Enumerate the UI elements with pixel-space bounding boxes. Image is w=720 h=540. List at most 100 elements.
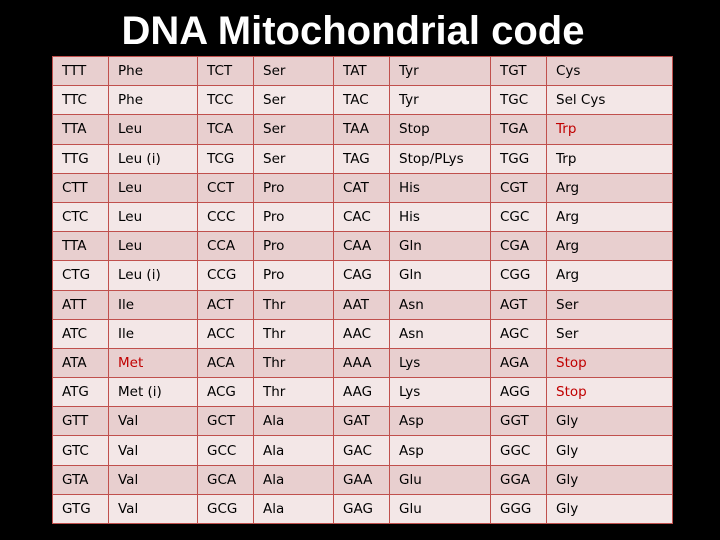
codon-cell: CTG (52, 260, 109, 291)
codon-cell: TAC (333, 85, 390, 116)
codon-cell: TGA (490, 114, 547, 145)
codon-cell: CGA (490, 231, 547, 262)
table-row: GTC Val GCC Ala GAC Asp GGC Gly (52, 435, 673, 466)
slide-title: DNA Mitochondrial code (121, 9, 585, 53)
amino-acid-cell: Phe (108, 55, 198, 87)
table-row: GTG Val GCG Ala GAG Glu GGG Gly (52, 493, 673, 525)
amino-acid-cell: Ser (546, 318, 673, 349)
amino-acid-cell: Glu (389, 464, 491, 495)
amino-acid-cell: Gln (389, 260, 491, 291)
amino-acid-cell: Asp (389, 435, 491, 466)
amino-acid-cell: His (389, 201, 491, 233)
amino-acid-cell: Ala (253, 435, 334, 466)
table-row: ATT Ile ACT Thr AAT Asn AGT Ser (52, 289, 673, 320)
amino-acid-cell: Thr (253, 377, 334, 408)
amino-acid-cell: Lys (389, 377, 491, 408)
amino-acid-cell: Glu (389, 493, 491, 525)
amino-acid-cell: His (389, 172, 491, 203)
amino-acid-cell: Leu (108, 114, 198, 145)
codon-cell: ACG (197, 377, 254, 408)
amino-acid-cell: Gly (546, 493, 673, 525)
amino-acid-cell: Pro (253, 201, 334, 233)
codon-cell: GCG (197, 493, 254, 525)
amino-acid-cell: Ala (253, 464, 334, 495)
table-row: TTG Leu (i) TCG Ser TAG Stop/PLys TGG Trp (52, 143, 673, 174)
codon-cell: TCT (197, 55, 254, 87)
table-row: CTG Leu (i) CCG Pro CAG Gln CGG Arg (52, 260, 673, 291)
table-row: ATC Ile ACC Thr AAC Asn AGC Ser (52, 318, 673, 349)
amino-acid-cell: Stop (389, 114, 491, 145)
amino-acid-cell: Leu (108, 172, 198, 203)
table-row: CTC Leu CCC Pro CAC His CGC Arg (52, 201, 673, 233)
codon-table: TTT Phe TCT Ser TAT Tyr TGT Cys TTC Phe TCC Ser TAC T… (52, 55, 673, 525)
codon-cell: ATC (52, 318, 109, 349)
codon-cell: TCC (197, 85, 254, 116)
codon-cell: CGG (490, 260, 547, 291)
codon-cell: GTT (52, 406, 109, 437)
amino-acid-cell: Ser (253, 55, 334, 87)
codon-cell: CAC (333, 201, 390, 233)
amino-acid-cell: Gly (546, 464, 673, 495)
codon-cell: CAT (333, 172, 390, 203)
amino-acid-cell: Asp (389, 406, 491, 437)
amino-acid-cell: Leu (108, 201, 198, 233)
codon-cell: GAT (333, 406, 390, 437)
codon-cell: CCT (197, 172, 254, 203)
codon-cell: TTG (52, 143, 109, 174)
codon-cell: GGC (490, 435, 547, 466)
codon-cell: GAG (333, 493, 390, 525)
codon-cell: GGA (490, 464, 547, 495)
codon-cell: CCC (197, 201, 254, 233)
amino-acid-cell: Asn (389, 289, 491, 320)
amino-acid-cell: Val (108, 493, 198, 525)
codon-cell: GCA (197, 464, 254, 495)
codon-cell: TCA (197, 114, 254, 145)
amino-acid-cell: Thr (253, 347, 334, 379)
table-row: GTT Val GCT Ala GAT Asp GGT Gly (52, 406, 673, 437)
table-row: GTA Val GCA Ala GAA Glu GGA Gly (52, 464, 673, 495)
codon-cell: CTC (52, 201, 109, 233)
codon-cell: ATT (52, 289, 109, 320)
codon-cell: CTT (52, 172, 109, 203)
codon-cell: TTT (52, 55, 109, 87)
amino-acid-cell: Ser (253, 85, 334, 116)
amino-acid-cell: Trp (546, 143, 673, 174)
codon-cell: CGT (490, 172, 547, 203)
amino-acid-cell: Gly (546, 406, 673, 437)
codon-cell: ATA (52, 347, 109, 379)
codon-cell: GTG (52, 493, 109, 525)
codon-cell: TGG (490, 143, 547, 174)
amino-acid-cell: Ser (253, 143, 334, 174)
codon-cell: TAG (333, 143, 390, 174)
codon-cell: TGT (490, 55, 547, 87)
codon-cell: TAA (333, 114, 390, 145)
codon-cell: CCG (197, 260, 254, 291)
codon-cell: TTA (52, 114, 109, 145)
amino-acid-cell: Ala (253, 406, 334, 437)
table-row: TTA Leu TCA Ser TAA Stop TGA Trp (52, 114, 673, 145)
amino-acid-cell: Stop (546, 347, 673, 379)
amino-acid-cell: Met (108, 347, 198, 379)
amino-acid-cell: Val (108, 464, 198, 495)
codon-cell: GTA (52, 464, 109, 495)
codon-cell: TCG (197, 143, 254, 174)
amino-acid-cell: Thr (253, 289, 334, 320)
codon-cell: TGC (490, 85, 547, 116)
codon-cell: ATG (52, 377, 109, 408)
amino-acid-cell: Ile (108, 289, 198, 320)
amino-acid-cell: Stop/PLys (389, 143, 491, 174)
amino-acid-cell: Lys (389, 347, 491, 379)
codon-cell: GTC (52, 435, 109, 466)
amino-acid-cell: Pro (253, 231, 334, 262)
amino-acid-cell: Leu (i) (108, 143, 198, 174)
codon-table-body: TTT Phe TCT Ser TAT Tyr TGT Cys TTC Phe TCC Ser TAC T… (52, 55, 673, 525)
table-row: TTT Phe TCT Ser TAT Tyr TGT Cys (52, 55, 673, 87)
codon-cell: AGT (490, 289, 547, 320)
amino-acid-cell: Tyr (389, 55, 491, 87)
table-row: CTT Leu CCT Pro CAT His CGT Arg (52, 172, 673, 203)
table-row: TTA Leu CCA Pro CAA Gln CGA Arg (52, 231, 673, 262)
codon-cell: GAA (333, 464, 390, 495)
amino-acid-cell: Pro (253, 260, 334, 291)
table-row: TTC Phe TCC Ser TAC Tyr TGC Sel Cys (52, 85, 673, 116)
